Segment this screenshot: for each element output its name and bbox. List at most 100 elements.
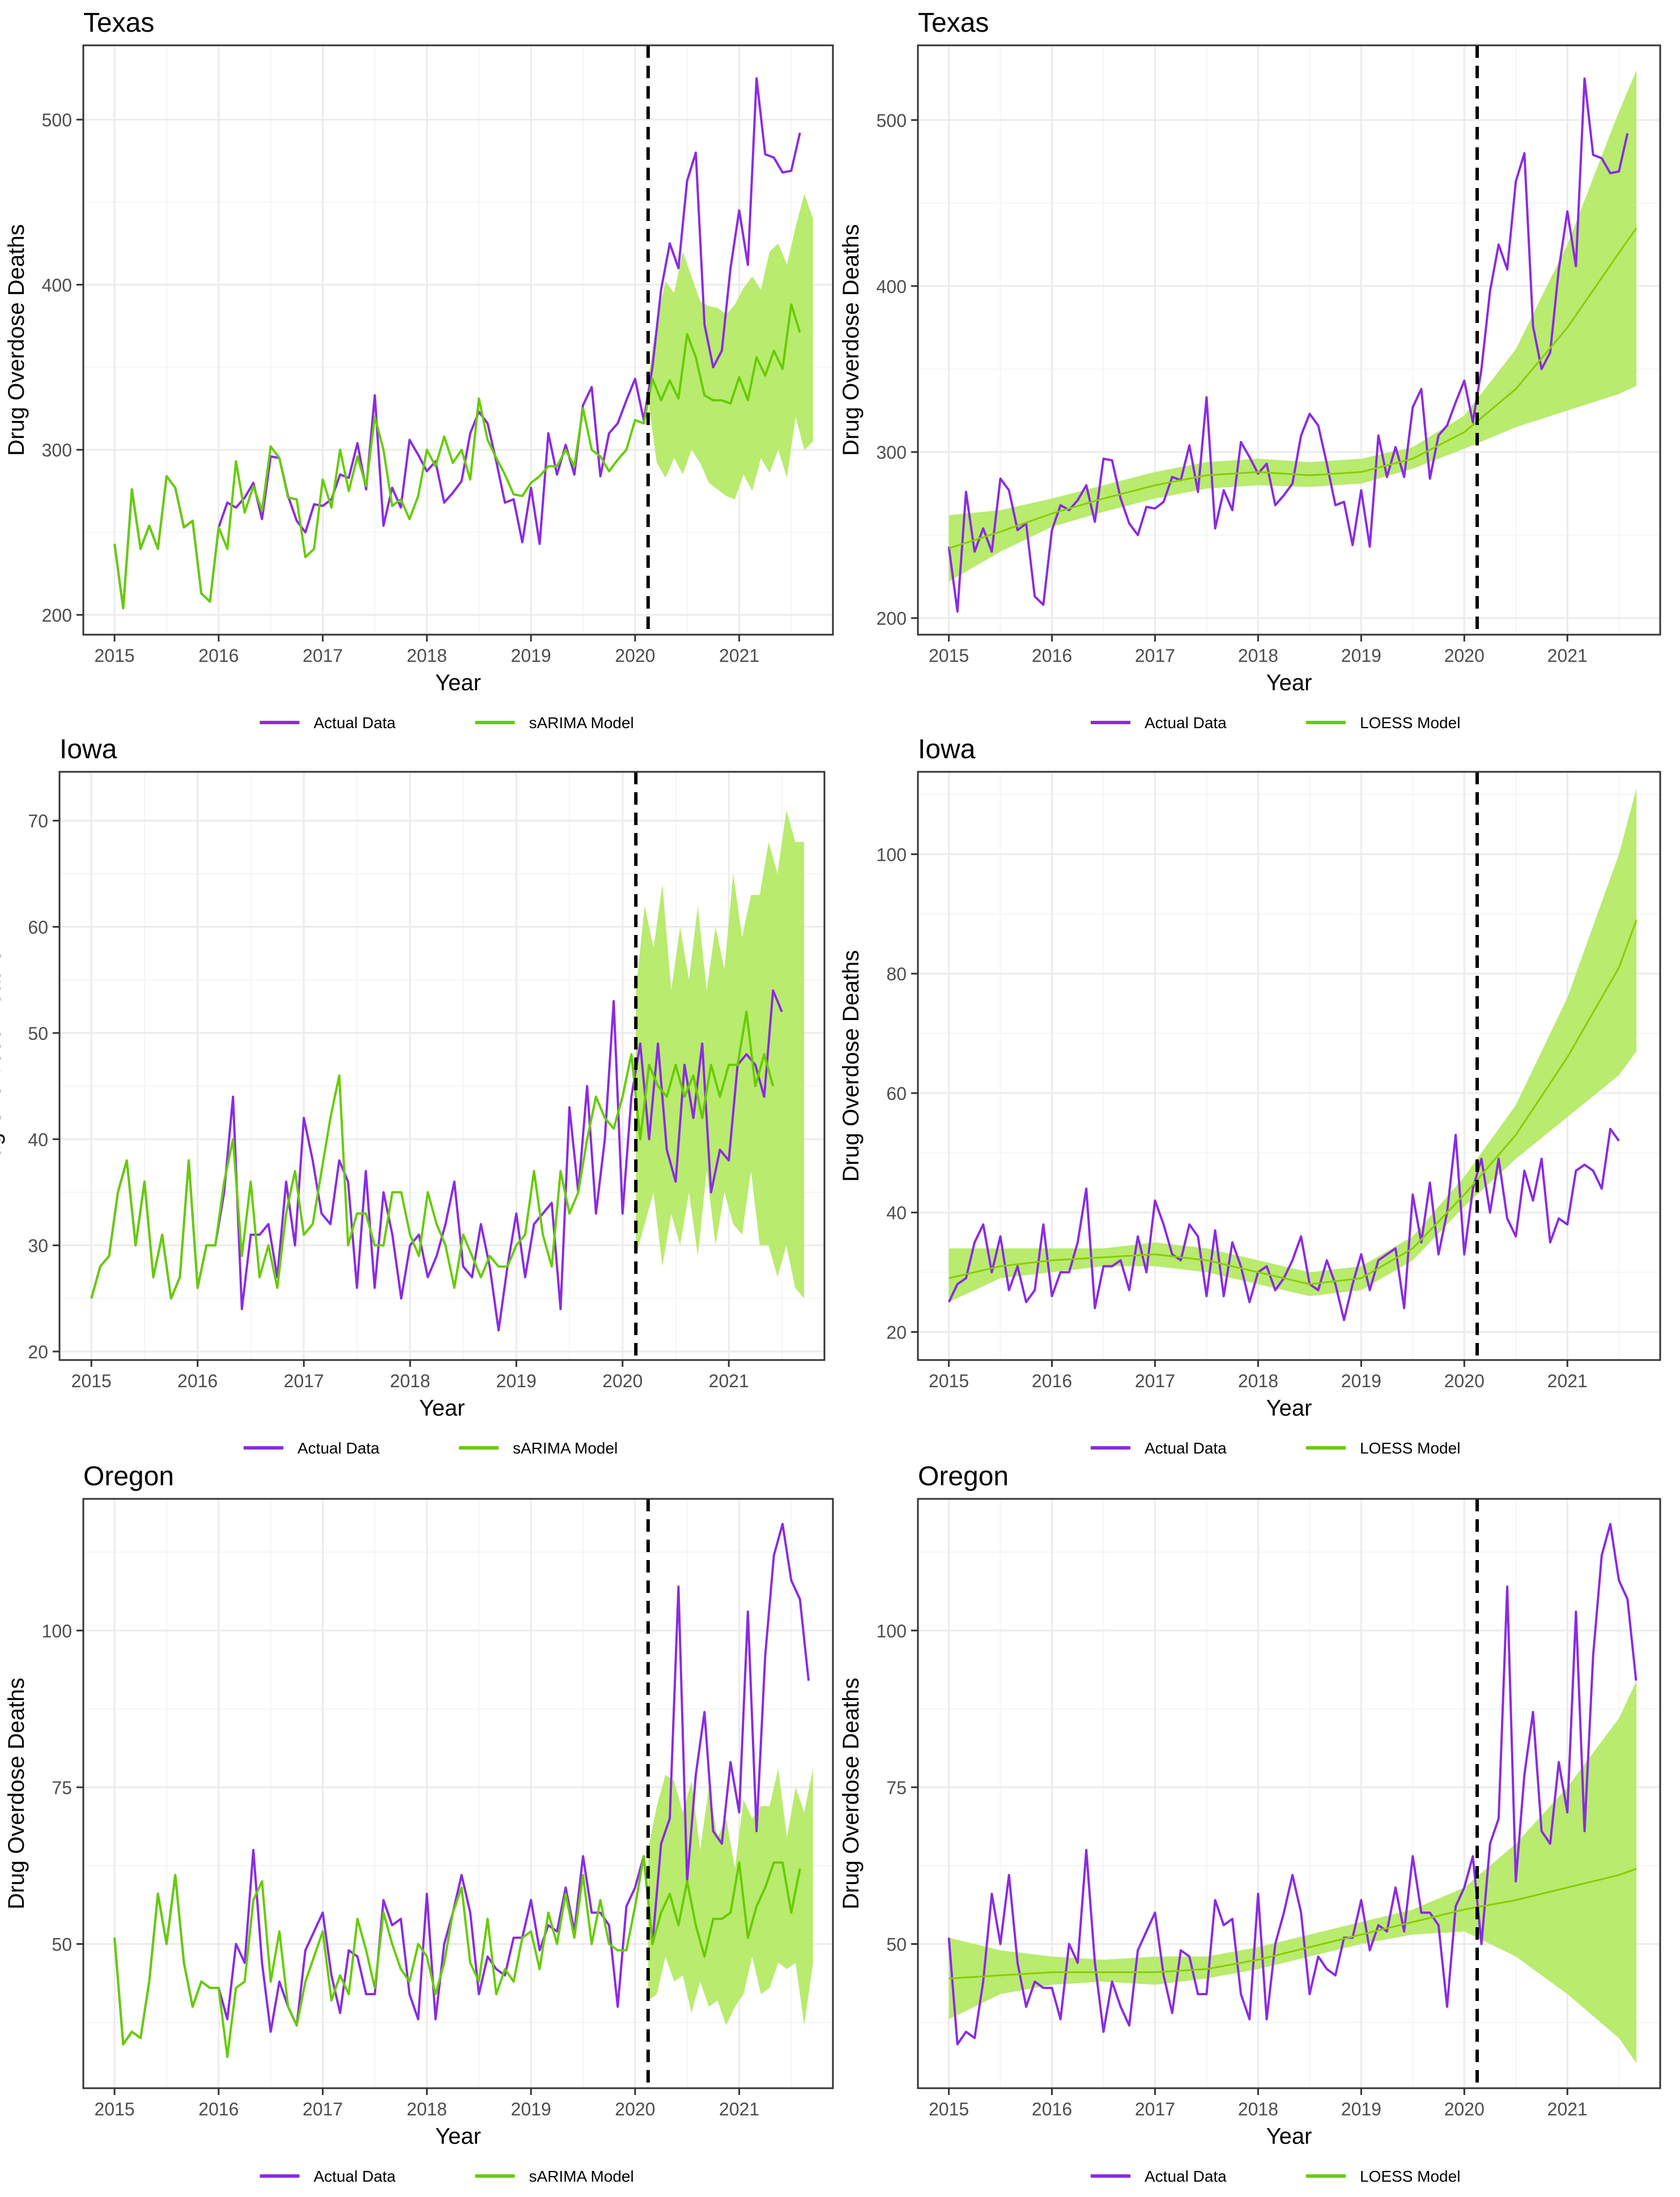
legend: Actual Data sARIMA Model <box>260 714 634 732</box>
legend: Actual Data LOESS Model <box>1091 1439 1460 1457</box>
y-tick-label: 50 <box>52 1935 72 1955</box>
y-tick-label: 20 <box>886 1322 907 1342</box>
x-tick-label: 2016 <box>177 1371 218 1391</box>
x-tick-label: 2017 <box>1135 2099 1175 2119</box>
model-line <box>90 1010 775 1300</box>
legend-label-actual: Actual Data <box>314 2168 396 2185</box>
x-tick-label: 2015 <box>95 2099 135 2119</box>
prediction-interval-band <box>636 810 805 1299</box>
y-axis-label: Drug Overdose Deaths <box>839 950 864 1182</box>
x-tick-label: 2021 <box>1547 645 1588 666</box>
x-tick-label: 2019 <box>1341 1371 1381 1391</box>
x-tick-label: 2016 <box>198 2099 239 2119</box>
y-tick-label: 30 <box>28 1236 48 1256</box>
x-tick-label: 2015 <box>929 2099 969 2119</box>
legend-label-actual: Actual Data <box>314 714 396 732</box>
model-line <box>949 1868 1637 1979</box>
y-tick-label: 80 <box>886 964 907 984</box>
chart-panel-6: 50 75 100 2015 2016 2017 2018 2019 2020 2021 Orego… <box>839 1461 1661 2185</box>
y-tick-label: 200 <box>42 605 72 626</box>
x-tick-label: 2018 <box>407 2099 447 2119</box>
y-tick-label: 50 <box>886 1935 907 1955</box>
panel-border <box>58 771 826 1361</box>
model-line <box>113 1855 801 2058</box>
y-axis-label: Drug Overdose Deaths <box>0 950 5 1182</box>
actual-data-line <box>113 1523 810 2046</box>
legend-label-actual: Actual Data <box>1145 2168 1227 2185</box>
legend-label-actual: Actual Data <box>1145 1439 1227 1457</box>
prediction-interval-band <box>648 194 813 500</box>
x-axis-label: Year <box>419 1396 465 1421</box>
panel-border <box>82 44 834 636</box>
x-tick-label: 2021 <box>709 1371 749 1391</box>
legend-label-model: sARIMA Model <box>529 2168 634 2185</box>
y-tick-label: 60 <box>886 1083 907 1104</box>
y-tick-label: 75 <box>886 1778 907 1798</box>
x-tick-label: 2018 <box>1238 1371 1278 1391</box>
chart-panel-3: 20 30 40 50 60 70 2015 2016 2017 2018 2019 2020 2021… <box>0 734 826 1457</box>
y-tick-label: 50 <box>28 1023 48 1044</box>
legend-label-model: LOESS Model <box>1360 2168 1460 2185</box>
x-tick-label: 2015 <box>71 1371 112 1391</box>
y-tick-label: 500 <box>877 111 907 131</box>
legend-label-model: sARIMA Model <box>513 1439 618 1457</box>
chart-title: Texas <box>83 8 154 38</box>
actual-data-line <box>113 77 801 610</box>
legend: Actual Data LOESS Model <box>1091 2168 1460 2185</box>
x-tick-label: 2020 <box>1444 645 1485 666</box>
x-tick-label: 2019 <box>496 1371 537 1391</box>
prediction-interval-band <box>949 1680 1637 2063</box>
prediction-interval-band <box>949 788 1637 1302</box>
x-tick-label: 2018 <box>390 1371 430 1391</box>
chart-title: Iowa <box>59 734 117 764</box>
legend-label-actual: Actual Data <box>1145 714 1227 732</box>
x-tick-label: 2019 <box>1341 645 1381 666</box>
legend-label-model: sARIMA Model <box>529 714 634 732</box>
legend-label-actual: Actual Data <box>297 1439 380 1457</box>
y-tick-label: 40 <box>28 1129 48 1150</box>
x-tick-label: 2018 <box>1238 2099 1278 2119</box>
chart-panel-4: 20 40 60 80 100 2015 2016 2017 2018 2019 2020 2021 I… <box>839 734 1661 1457</box>
actual-data-line <box>947 77 1629 613</box>
x-tick-label: 2016 <box>1032 1371 1072 1391</box>
x-tick-label: 2018 <box>407 645 447 666</box>
actual-data-line <box>947 1523 1638 2046</box>
x-tick-label: 2016 <box>1032 2099 1072 2119</box>
x-tick-label: 2020 <box>602 1371 643 1391</box>
x-axis-label: Year <box>1266 1396 1312 1421</box>
x-tick-label: 2019 <box>511 645 551 666</box>
x-tick-label: 2021 <box>1547 1371 1588 1391</box>
y-tick-label: 500 <box>42 110 72 130</box>
y-tick-label: 300 <box>877 443 907 463</box>
x-tick-label: 2015 <box>929 645 969 666</box>
legend: Actual Data sARIMA Model <box>260 2168 634 2185</box>
chart-panel-1: 200 300 400 500 2015 2016 2017 2018 2019 2020 2021… <box>4 8 834 732</box>
y-axis-label: Drug Overdose Deaths <box>4 1677 29 1909</box>
prediction-interval-band <box>648 1768 813 2026</box>
x-axis-label: Year <box>435 2124 481 2149</box>
legend: Actual Data LOESS Model <box>1091 714 1460 732</box>
x-tick-label: 2019 <box>511 2099 551 2119</box>
x-tick-label: 2017 <box>1135 645 1175 666</box>
x-axis-label: Year <box>1266 670 1312 695</box>
x-tick-label: 2021 <box>1547 2099 1588 2119</box>
model-line <box>949 227 1638 550</box>
x-tick-label: 2017 <box>303 645 343 666</box>
y-tick-label: 200 <box>877 609 907 629</box>
y-tick-label: 100 <box>877 1621 907 1641</box>
y-axis-label: Drug Overdose Deaths <box>839 224 864 456</box>
y-tick-label: 60 <box>28 917 48 938</box>
y-tick-label: 70 <box>28 811 48 831</box>
legend-label-model: LOESS Model <box>1360 1439 1460 1457</box>
y-tick-label: 75 <box>52 1778 72 1798</box>
x-tick-label: 2017 <box>284 1371 324 1391</box>
chart-title: Iowa <box>918 734 976 764</box>
x-tick-label: 2020 <box>615 645 655 666</box>
y-tick-label: 400 <box>877 277 907 297</box>
x-tick-label: 2020 <box>1444 2099 1485 2119</box>
chart-title: Oregon <box>918 1461 1009 1491</box>
x-tick-label: 2020 <box>615 2099 655 2119</box>
chart-panel-5: 50 75 100 2015 2016 2017 2018 2019 2020 2021 Orego… <box>4 1461 834 2185</box>
panel-border <box>917 771 1661 1361</box>
chart-title: Oregon <box>83 1461 174 1491</box>
